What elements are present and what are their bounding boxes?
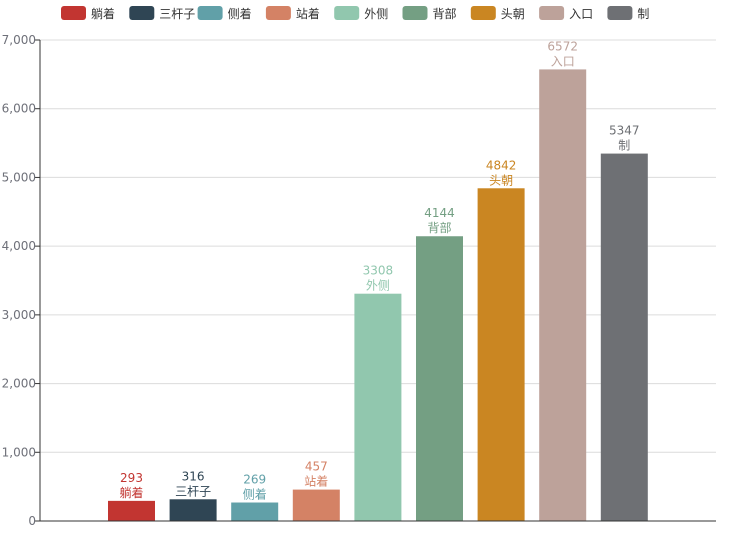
bar[interactable] bbox=[354, 293, 402, 521]
bar[interactable] bbox=[600, 153, 648, 521]
bar-category-label: 侧着 bbox=[243, 487, 267, 502]
bar[interactable] bbox=[231, 502, 279, 521]
bar-value-label: 293 bbox=[120, 471, 143, 485]
bar-value-label: 3308 bbox=[363, 264, 394, 278]
bars bbox=[108, 69, 648, 522]
bar-value-label: 269 bbox=[243, 473, 266, 487]
legend-item[interactable]: 三杆子 bbox=[129, 6, 195, 21]
legend-label: 入口 bbox=[569, 7, 593, 21]
legend-label: 三杆子 bbox=[159, 7, 195, 21]
legend-swatch bbox=[265, 6, 291, 20]
chart-legend[interactable]: 躺着 三杆子 侧着 站着 外侧 背部 头朝 入口 制 bbox=[61, 6, 649, 21]
y-tick-label: 7,000 bbox=[2, 33, 36, 47]
legend-swatch bbox=[539, 6, 565, 20]
legend-item[interactable]: 头朝 bbox=[470, 6, 525, 21]
bar-category-label: 背部 bbox=[427, 220, 451, 235]
bar-category-label: 入口 bbox=[551, 54, 575, 68]
legend-swatch bbox=[197, 6, 223, 20]
bar[interactable] bbox=[539, 69, 587, 521]
bar-value-label: 5347 bbox=[609, 124, 640, 138]
bar-category-label: 制 bbox=[618, 139, 630, 153]
legend-label: 躺着 bbox=[91, 6, 115, 21]
legend-swatch bbox=[402, 6, 428, 20]
bar-category-label: 头朝 bbox=[489, 173, 513, 187]
legend-label: 背部 bbox=[433, 6, 457, 21]
bar-value-label: 4842 bbox=[486, 158, 517, 172]
legend-item[interactable]: 侧着 bbox=[197, 6, 252, 21]
legend-swatch bbox=[607, 6, 633, 20]
legend-label: 制 bbox=[637, 7, 649, 21]
bar[interactable] bbox=[416, 236, 463, 522]
y-tick-label: 0 bbox=[28, 514, 36, 528]
legend-item[interactable]: 躺着 bbox=[61, 6, 115, 21]
legend-item[interactable]: 背部 bbox=[402, 6, 457, 21]
y-tick-label: 3,000 bbox=[2, 308, 36, 322]
y-tick-label: 5,000 bbox=[2, 170, 36, 184]
legend-label: 站着 bbox=[296, 6, 320, 21]
legend-item[interactable]: 外侧 bbox=[334, 6, 388, 21]
legend-label: 侧着 bbox=[228, 6, 252, 21]
y-axis: 0 1,000 2,000 3,000 4,000 5,000 6,000 7,000 bbox=[2, 33, 41, 528]
legend-swatch bbox=[470, 6, 496, 20]
bar-category-label: 躺着 bbox=[119, 485, 143, 500]
bar-value-label: 4144 bbox=[424, 206, 455, 220]
bar-category-label: 外侧 bbox=[366, 279, 390, 293]
legend-swatch bbox=[334, 6, 360, 20]
legend-item[interactable]: 入口 bbox=[539, 6, 593, 21]
bar-value-label: 316 bbox=[182, 469, 205, 483]
bar-value-label: 6572 bbox=[547, 39, 578, 53]
bar-category-label: 站着 bbox=[304, 474, 328, 489]
legend-label: 外侧 bbox=[364, 7, 388, 21]
bar[interactable] bbox=[108, 500, 155, 521]
bar[interactable] bbox=[477, 188, 525, 521]
bar[interactable] bbox=[169, 499, 217, 521]
bar-value-label: 457 bbox=[305, 460, 328, 474]
legend-swatch bbox=[61, 6, 86, 20]
y-tick-label: 2,000 bbox=[2, 377, 36, 391]
y-tick-label: 6,000 bbox=[2, 102, 36, 116]
legend-label: 头朝 bbox=[501, 7, 525, 21]
legend-item[interactable]: 站着 bbox=[265, 6, 320, 21]
legend-item[interactable]: 制 bbox=[607, 6, 649, 21]
bar-category-label: 三杆子 bbox=[175, 484, 211, 498]
y-tick-label: 1,000 bbox=[2, 445, 36, 459]
y-tick-label: 4,000 bbox=[2, 239, 36, 253]
legend-swatch bbox=[129, 6, 155, 20]
bar[interactable] bbox=[292, 489, 340, 521]
